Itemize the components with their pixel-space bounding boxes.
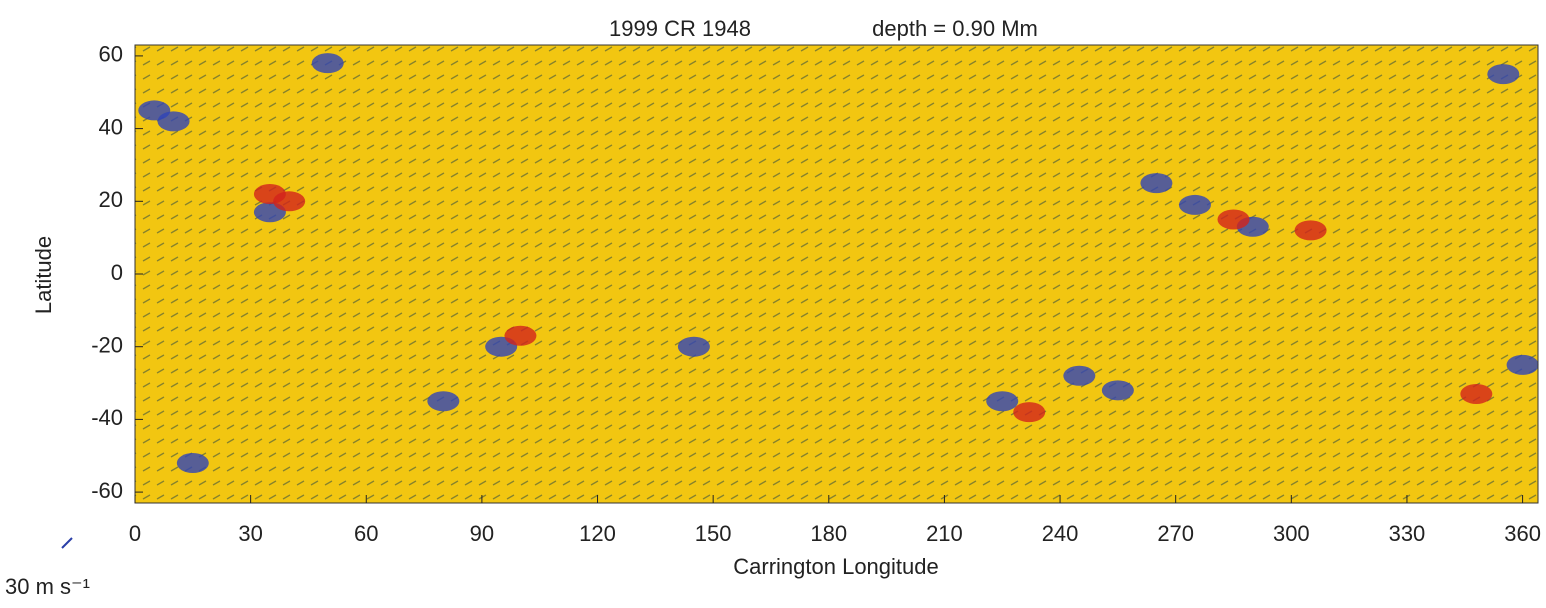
x-tick-label: 60 — [354, 521, 378, 546]
vector-field — [135, 45, 1538, 503]
region-marker — [1217, 209, 1250, 230]
region-marker — [1294, 220, 1327, 241]
y-tick-label: 0 — [111, 260, 123, 285]
y-tick-label: 20 — [99, 187, 123, 212]
x-tick-label: 120 — [579, 521, 616, 546]
region-marker — [1506, 354, 1539, 375]
plot-area — [134, 44, 1539, 504]
x-tick-label: 270 — [1157, 521, 1194, 546]
y-axis-label: Latitude — [31, 236, 56, 314]
y-tick-label: -60 — [91, 478, 123, 503]
x-tick-label: 30 — [238, 521, 262, 546]
region-marker — [1013, 402, 1046, 423]
chart-subtitle: depth = 0.90 Mm — [872, 16, 1038, 41]
region-marker — [1178, 194, 1211, 215]
region-marker — [311, 53, 344, 74]
x-tick-label: 90 — [470, 521, 494, 546]
region-marker — [986, 391, 1019, 412]
region-marker — [504, 325, 537, 346]
region-marker — [1101, 380, 1134, 401]
scale-label: 30 m s⁻¹ — [5, 574, 90, 599]
region-marker — [427, 391, 460, 412]
y-tick-label: -40 — [91, 405, 123, 430]
region-marker — [1487, 64, 1520, 85]
x-tick-label: 330 — [1389, 521, 1426, 546]
x-tick-label: 300 — [1273, 521, 1310, 546]
chart-title: 1999 CR 1948 — [609, 16, 751, 41]
region-marker — [157, 111, 190, 132]
y-tick-label: 60 — [99, 42, 123, 67]
scale-arrow — [61, 537, 73, 549]
region-marker — [273, 191, 306, 212]
x-axis-label: Carrington Longitude — [733, 554, 938, 579]
y-tick-label: -20 — [91, 333, 123, 358]
x-tick-label: 150 — [695, 521, 732, 546]
x-tick-label: 210 — [926, 521, 963, 546]
y-tick-label: 40 — [99, 114, 123, 139]
region-marker — [1460, 383, 1493, 404]
region-marker — [1140, 173, 1173, 194]
x-tick-label: 360 — [1504, 521, 1541, 546]
x-tick-label: 240 — [1042, 521, 1079, 546]
region-marker — [1063, 365, 1096, 386]
x-tick-label: 180 — [810, 521, 847, 546]
region-marker — [677, 336, 710, 357]
region-marker — [176, 453, 209, 474]
x-tick-label: 0 — [129, 521, 141, 546]
